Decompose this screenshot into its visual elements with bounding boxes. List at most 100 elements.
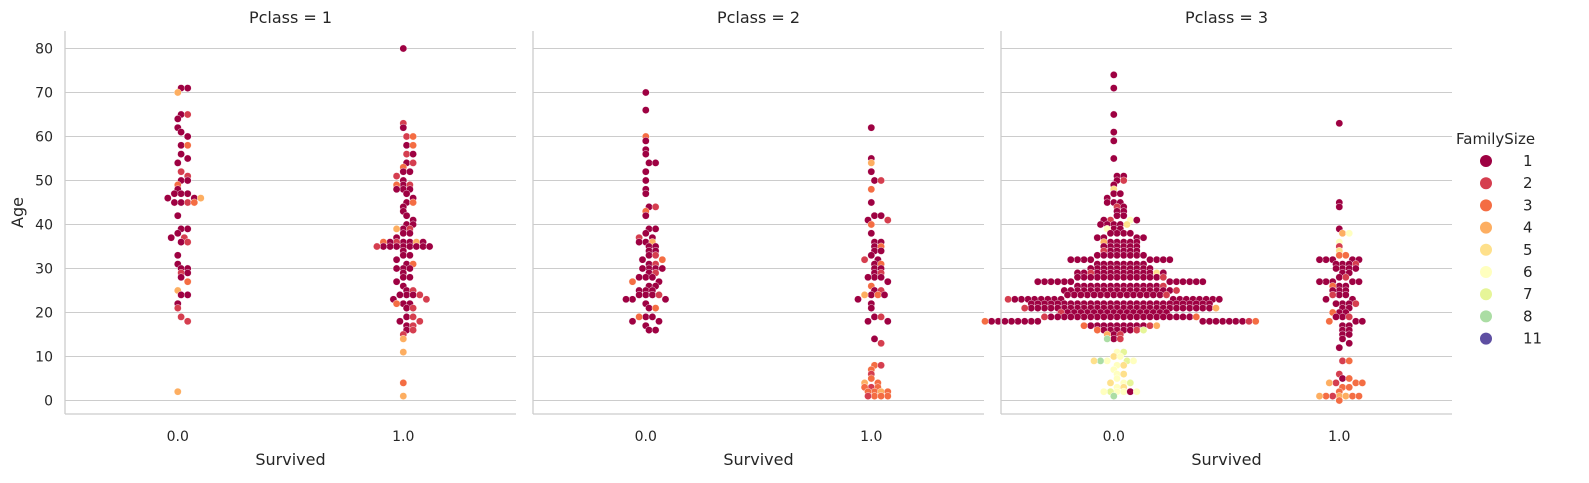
- data-point: [870, 176, 879, 185]
- data-point: [170, 198, 179, 207]
- data-point: [1110, 392, 1118, 400]
- data-point: [645, 159, 653, 167]
- y-tick-label: 20: [35, 306, 53, 322]
- data-point: [1335, 291, 1344, 299]
- data-point: [1143, 291, 1151, 299]
- data-point: [402, 141, 411, 150]
- y-axis-title: Age: [8, 197, 27, 228]
- data-point: [642, 313, 650, 321]
- data-point: [183, 317, 192, 326]
- data-point: [1093, 313, 1102, 321]
- data-point: [415, 291, 424, 299]
- data-point: [1355, 392, 1363, 400]
- data-point: [1146, 273, 1154, 282]
- data-point: [1199, 304, 1207, 312]
- y-tick-label: 70: [35, 86, 53, 102]
- data-point: [1113, 374, 1121, 383]
- data-point: [1110, 352, 1118, 361]
- data-point: [399, 379, 408, 387]
- data-point: [1345, 339, 1353, 348]
- data-point: [651, 304, 660, 312]
- data-point: [1126, 387, 1135, 396]
- legend-title: FamilySize: [1456, 130, 1535, 148]
- data-point: [1034, 277, 1042, 286]
- data-point: [190, 198, 199, 207]
- data-point: [402, 211, 411, 220]
- data-point: [399, 44, 408, 53]
- data-point: [1335, 273, 1344, 282]
- data-point: [406, 229, 414, 238]
- data-point: [1335, 119, 1344, 128]
- x-axis-title: Survived: [255, 450, 325, 469]
- data-point: [1325, 317, 1334, 326]
- data-point: [1110, 189, 1118, 198]
- data-point: [406, 167, 414, 176]
- data-point: [1116, 352, 1125, 361]
- data-point: [1199, 277, 1207, 286]
- data-point: [1159, 255, 1168, 264]
- data-point: [409, 150, 417, 158]
- data-point: [648, 291, 657, 299]
- data-point: [1126, 273, 1135, 282]
- data-point: [1096, 291, 1105, 299]
- data-point: [884, 317, 892, 326]
- data-point: [1212, 304, 1220, 312]
- data-point: [1093, 273, 1102, 282]
- data-point: [386, 242, 394, 251]
- data-point: [1133, 216, 1141, 224]
- data-point: [409, 326, 417, 334]
- data-point: [1067, 255, 1075, 264]
- data-point: [1083, 291, 1092, 299]
- data-point: [1133, 387, 1141, 396]
- data-point: [1146, 255, 1154, 264]
- facet-panel-pclass-2: Pclass = 2 Survived 0.0 1.0: [532, 8, 984, 469]
- data-point: [870, 313, 879, 321]
- data-point: [1172, 304, 1181, 312]
- data-point: [1106, 251, 1115, 260]
- data-point: [173, 211, 182, 220]
- data-point: [1119, 361, 1128, 370]
- data-point: [867, 291, 876, 299]
- data-point: [167, 233, 175, 242]
- data-point: [183, 154, 192, 163]
- data-point: [1014, 317, 1022, 326]
- data-point: [1146, 321, 1154, 330]
- data-point: [1315, 277, 1324, 286]
- data-point: [409, 291, 417, 299]
- data-point: [638, 264, 647, 273]
- data-point: [1342, 251, 1350, 260]
- data-point: [1166, 313, 1174, 321]
- data-point: [877, 176, 885, 185]
- data-point: [1192, 277, 1201, 286]
- data-point: [661, 295, 670, 304]
- data-point: [1040, 313, 1049, 321]
- data-point: [642, 106, 650, 114]
- data-point: [867, 374, 876, 383]
- data-point: [406, 264, 414, 273]
- data-point: [1322, 392, 1330, 400]
- data-point: [658, 255, 667, 264]
- data-point: [877, 361, 885, 370]
- data-point: [1322, 255, 1330, 264]
- data-point: [406, 242, 414, 251]
- data-point: [867, 123, 876, 132]
- data-point: [1342, 392, 1350, 400]
- data-point: [642, 88, 650, 97]
- data-point: [1067, 313, 1075, 321]
- data-point: [1332, 313, 1340, 321]
- data-point: [628, 295, 637, 304]
- data-point: [1110, 335, 1118, 343]
- data-point: [1179, 304, 1187, 312]
- data-point: [1034, 317, 1042, 326]
- data-point: [1358, 317, 1367, 326]
- data-point: [651, 225, 660, 233]
- data-point: [402, 291, 411, 299]
- data-point: [1119, 251, 1128, 260]
- data-point: [645, 326, 653, 334]
- data-point: [651, 326, 660, 334]
- data-point: [196, 194, 205, 202]
- legend-label: 6: [1523, 263, 1533, 281]
- data-point: [177, 189, 185, 198]
- y-tick-label: 10: [35, 350, 53, 366]
- data-point: [1034, 304, 1042, 312]
